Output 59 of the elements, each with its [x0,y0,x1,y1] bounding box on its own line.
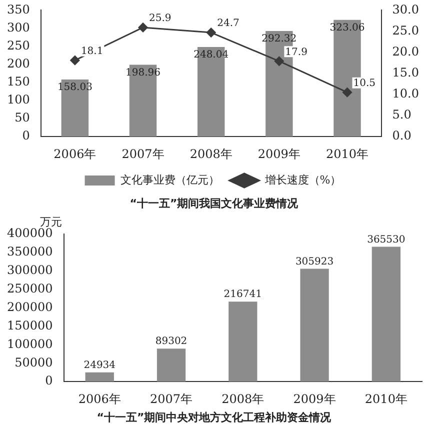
data-label: 10.5 [353,78,376,89]
point [70,56,80,66]
data-label: 305923 [295,256,334,268]
y-tick-label: 150 [7,74,30,89]
legend-label: 文化事业费（亿元） [120,173,220,186]
y-tick-label: 150000 [6,318,53,332]
y-tick-label: 50000 [14,355,53,370]
legend-label: 增长速度（%） [264,173,342,186]
y-tick-label: 0 [45,374,53,388]
y2-tick-label: 10.0 [392,86,419,101]
y2-tick-label: 30.0 [392,2,419,16]
data-label: 89302 [155,336,188,348]
x-tick-label: 2008年 [222,392,264,406]
y-tick-label: 50 [14,110,30,125]
x-tick-label: 2006年 [54,146,96,161]
data-label: 18.1 [80,46,104,57]
y-tick-label: 0 [22,128,30,143]
y2-tick-label: 20.0 [392,44,419,58]
y2-tick-label: 15.0 [392,66,419,80]
data-label: 216741 [224,289,262,300]
y-tick-label: 350 [7,2,30,16]
y-tick-label: 250000 [6,281,53,296]
y-tick-label: 100 [7,92,30,107]
x-tick-label: 2010年 [326,146,369,161]
data-label: 365530 [367,234,406,246]
y2-tick-label: 5.0 [392,108,412,122]
y-tick-label: 200000 [6,300,53,314]
bar [300,268,329,382]
y-tick-label: 100000 [6,336,53,351]
y-tick-label: 350000 [6,244,53,259]
x-tick-label: 2008年 [190,146,232,161]
data-label: 25.9 [149,13,172,24]
bar [156,348,186,382]
point [138,22,148,32]
y-tick-label: 200 [7,56,30,70]
x-tick-label: 2007年 [122,146,164,161]
x-tick-label: 2006年 [78,392,121,406]
point [206,28,216,38]
x-tick-label: 2007年 [150,392,193,406]
point [342,88,352,98]
bar [372,246,401,382]
point [274,56,284,66]
text: “十一五”期间中央对地方文化工程补助资金情况 [96,410,332,426]
y-tick-label: 250 [7,38,30,52]
x-tick-label: 2010年 [364,392,408,406]
y-tick-label: 300000 [6,263,53,278]
data-label: 24934 [84,360,116,371]
y2-tick-label: 25.0 [392,23,419,38]
y-axis-title: 万元 [40,215,62,228]
y2-tick-label: 0.0 [392,128,412,143]
bar [228,302,258,382]
data-label: 17.9 [285,46,308,58]
bar [85,372,114,382]
y-tick-label: 400000 [6,226,53,240]
data-label: 24.7 [217,18,240,30]
x-tick-label: 2009年 [293,392,336,406]
x-tick-label: 2009年 [258,146,300,161]
y-tick-label: 300 [7,20,30,34]
text: “十一五”期间我国文化事业费情况 [128,196,300,212]
